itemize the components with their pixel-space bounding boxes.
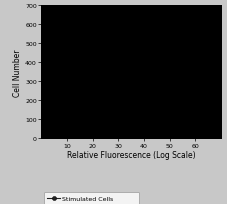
Y-axis label: Cell Number: Cell Number (13, 49, 22, 96)
Legend: Stimulated Cells, Non-stimulated Control: Stimulated Cells, Non-stimulated Control (44, 192, 138, 204)
X-axis label: Relative Fluorescence (Log Scale): Relative Fluorescence (Log Scale) (67, 151, 195, 160)
